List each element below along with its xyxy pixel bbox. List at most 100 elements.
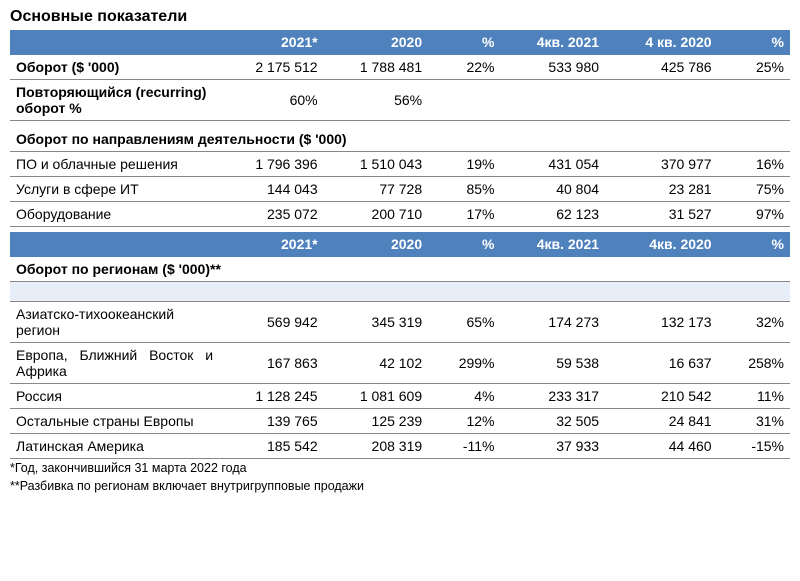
column-header-row: 2021*2020%4кв. 20214кв. 2020% <box>10 232 790 257</box>
data-cell: 12% <box>428 409 500 434</box>
column-header <box>10 30 219 55</box>
data-cell: 235 072 <box>219 201 324 226</box>
column-header: % <box>428 30 500 55</box>
data-cell: 60% <box>219 80 324 121</box>
column-header: 4 кв. 2020 <box>605 30 718 55</box>
data-cell: 185 542 <box>219 434 324 459</box>
data-cell: 56% <box>324 80 429 121</box>
data-cell: 1 788 481 <box>324 55 429 80</box>
row-label: Оборудование <box>10 201 219 226</box>
row-label: Россия <box>10 384 219 409</box>
data-cell: 200 710 <box>324 201 429 226</box>
data-cell: 59 538 <box>501 343 606 384</box>
data-cell: 1 510 043 <box>324 151 429 176</box>
footnotes: *Год, закончившийся 31 марта 2022 года**… <box>10 461 790 494</box>
data-cell: 77 728 <box>324 176 429 201</box>
data-cell: 1 128 245 <box>219 384 324 409</box>
data-cell: 167 863 <box>219 343 324 384</box>
data-cell: 569 942 <box>219 302 324 343</box>
blank-cell <box>718 282 790 302</box>
page-title: Основные показатели <box>10 8 790 26</box>
data-cell: 144 043 <box>219 176 324 201</box>
data-cell: 23 281 <box>605 176 718 201</box>
data-cell: 1 081 609 <box>324 384 429 409</box>
data-cell: 32% <box>718 302 790 343</box>
row-label: Повторяющийся (recurring) оборот % <box>10 80 219 121</box>
table-row: Латинская Америка185 542208 319-11%37 93… <box>10 434 790 459</box>
table-row: Услуги в сфере ИТ144 04377 72885%40 8042… <box>10 176 790 201</box>
data-cell <box>428 80 500 121</box>
data-cell: -15% <box>718 434 790 459</box>
data-cell: 11% <box>718 384 790 409</box>
column-header: % <box>428 232 500 257</box>
column-header: 2021* <box>219 232 324 257</box>
row-label: Азиатско-тихоокеанский регион <box>10 302 219 343</box>
blank-cell <box>428 282 500 302</box>
column-header: % <box>718 30 790 55</box>
column-header: 4кв. 2021 <box>501 232 606 257</box>
data-cell: 258% <box>718 343 790 384</box>
data-cell <box>605 80 718 121</box>
data-cell: 210 542 <box>605 384 718 409</box>
data-cell: 132 173 <box>605 302 718 343</box>
data-cell: 533 980 <box>501 55 606 80</box>
data-cell: 16 637 <box>605 343 718 384</box>
table-row: Европа, Ближний Восток и Африка167 86342… <box>10 343 790 384</box>
blank-row <box>10 282 790 302</box>
data-cell: 25% <box>718 55 790 80</box>
column-header: 2020 <box>324 30 429 55</box>
data-cell: 370 977 <box>605 151 718 176</box>
column-header: 2021* <box>219 30 324 55</box>
blank-cell <box>324 282 429 302</box>
data-cell: 40 804 <box>501 176 606 201</box>
data-cell: 19% <box>428 151 500 176</box>
column-header <box>10 232 219 257</box>
data-cell: 97% <box>718 201 790 226</box>
table-row: Повторяющийся (recurring) оборот %60%56% <box>10 80 790 121</box>
row-label: Услуги в сфере ИТ <box>10 176 219 201</box>
table-row: Оборот ($ '000)2 175 5121 788 48122%533 … <box>10 55 790 80</box>
table-row: Остальные страны Европы139 765125 23912%… <box>10 409 790 434</box>
data-cell: 37 933 <box>501 434 606 459</box>
data-cell: 16% <box>718 151 790 176</box>
column-header-row: 2021*2020%4кв. 20214 кв. 2020% <box>10 30 790 55</box>
data-cell: 75% <box>718 176 790 201</box>
data-cell: 4% <box>428 384 500 409</box>
row-label: Латинская Америка <box>10 434 219 459</box>
data-cell <box>501 80 606 121</box>
data-cell: 24 841 <box>605 409 718 434</box>
data-cell: 208 319 <box>324 434 429 459</box>
data-cell: 2 175 512 <box>219 55 324 80</box>
column-header: 4кв. 2021 <box>501 30 606 55</box>
data-cell: 44 460 <box>605 434 718 459</box>
row-label: Европа, Ближний Восток и Африка <box>10 343 219 384</box>
column-header: 4кв. 2020 <box>605 232 718 257</box>
data-cell <box>718 80 790 121</box>
table-row: Азиатско-тихоокеанский регион569 942345 … <box>10 302 790 343</box>
data-cell: 345 319 <box>324 302 429 343</box>
data-cell: 1 796 396 <box>219 151 324 176</box>
section-header-row: Оборот по направлениям деятельности ($ '… <box>10 127 790 152</box>
footnote: *Год, закончившийся 31 марта 2022 года <box>10 461 790 477</box>
section-header-row: Оборот по регионам ($ '000)** <box>10 257 790 282</box>
data-cell: 174 273 <box>501 302 606 343</box>
data-cell: 62 123 <box>501 201 606 226</box>
column-header: % <box>718 232 790 257</box>
data-cell: 125 239 <box>324 409 429 434</box>
data-cell: 65% <box>428 302 500 343</box>
data-cell: 85% <box>428 176 500 201</box>
data-cell: 233 317 <box>501 384 606 409</box>
data-cell: 139 765 <box>219 409 324 434</box>
data-cell: 31% <box>718 409 790 434</box>
blank-cell <box>605 282 718 302</box>
data-cell: 31 527 <box>605 201 718 226</box>
table-row: Оборудование235 072200 71017%62 12331 52… <box>10 201 790 226</box>
row-label: Оборот ($ '000) <box>10 55 219 80</box>
table-row: ПО и облачные решения1 796 3961 510 0431… <box>10 151 790 176</box>
data-cell: 299% <box>428 343 500 384</box>
column-header: 2020 <box>324 232 429 257</box>
data-cell: 425 786 <box>605 55 718 80</box>
section-header: Оборот по регионам ($ '000)** <box>10 257 790 282</box>
data-cell: 42 102 <box>324 343 429 384</box>
data-cell: 17% <box>428 201 500 226</box>
